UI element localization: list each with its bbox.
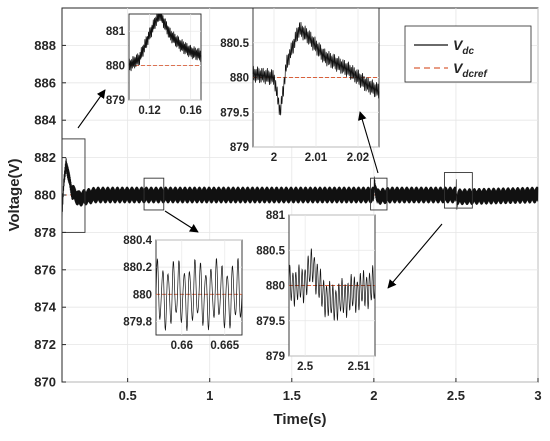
y-tick-label: 880 <box>34 188 56 203</box>
x-tick-label: 3 <box>534 388 541 403</box>
zoom-rect <box>143 177 165 211</box>
y-tick-label: 876 <box>34 262 56 277</box>
inset-inset4: 2.5 2.51 879 879.5 880 880.5 881 <box>256 210 376 373</box>
inset-y-tick-label: 879.8 <box>123 316 152 328</box>
inset-inset2: 2 2.01 2.02 879 879.5 880 880.5 <box>220 7 380 164</box>
y-tick-label: 878 <box>34 225 56 240</box>
zoom-rects <box>61 138 473 233</box>
y-axis-label: Voltage(V) <box>6 158 23 231</box>
inset-series <box>128 13 202 72</box>
y-tick-label: 872 <box>34 337 56 352</box>
inset-series <box>155 257 243 331</box>
legend-label-vdcref: Vdcref <box>453 60 488 80</box>
inset-y-tick-label: 880 <box>106 61 125 73</box>
zoom-rect <box>443 172 473 209</box>
inset-y-tick-label: 879 <box>106 95 125 107</box>
insets: 0.12 0.16 879 880 881 2 2.01 2.02 879 879.5 880 880… <box>106 7 380 373</box>
inset-x-tick-label: 0.66 <box>171 340 193 352</box>
x-tick-label: 1 <box>206 388 213 403</box>
inset-x-tick-label: 0.16 <box>180 105 202 117</box>
arrow-2 <box>164 210 199 233</box>
y-tick-label: 882 <box>34 150 56 165</box>
y-tick-label: 874 <box>34 300 56 315</box>
zoom-rect <box>370 177 388 211</box>
legend-label-vdc: Vdc <box>453 37 474 57</box>
inset-y-tick-label: 880.5 <box>220 38 249 50</box>
x-tick-label: 1.5 <box>283 388 301 403</box>
inset-x-tick-label: 2.5 <box>297 361 314 373</box>
inset-y-tick-label: 881 <box>266 210 286 222</box>
legend-box <box>404 25 532 83</box>
y-tick-label: 884 <box>34 113 56 128</box>
inset-y-tick-label: 879.5 <box>220 107 249 119</box>
inset-y-tick-label: 880 <box>230 73 249 85</box>
x-tick-label: 0.5 <box>119 388 137 403</box>
x-tick-label: 2.5 <box>447 388 465 403</box>
inset-x-tick-label: 2 <box>271 152 277 164</box>
x-axis: 0.5 1 1.5 2 2.5 3 <box>119 378 542 403</box>
x-tick-label: 2 <box>370 388 377 403</box>
inset-inset1: 0.12 0.16 879 880 881 <box>106 13 202 117</box>
inset-x-tick-label: 2.51 <box>348 361 371 373</box>
inset-y-tick-label: 879 <box>266 351 285 363</box>
arrow-4 <box>387 223 443 289</box>
inset-x-tick-label: 0.12 <box>138 105 160 117</box>
zoom-rect <box>61 138 86 233</box>
arrow-3 <box>358 111 379 174</box>
inset-y-tick-label: 881 <box>106 26 126 38</box>
inset-x-tick-label: 0.665 <box>210 340 239 352</box>
zoom-arrows <box>77 89 443 289</box>
y-tick-label: 886 <box>34 75 56 90</box>
series-vdc <box>61 157 539 219</box>
inset-y-tick-label: 880 <box>133 289 152 301</box>
inset-y-tick-label: 880.4 <box>123 235 152 247</box>
inset-x-tick-label: 2.02 <box>347 152 369 164</box>
inset-series <box>252 22 380 116</box>
y-axis: 870 872 874 876 878 880 882 884 886 888 <box>34 38 66 390</box>
y-tick-label: 888 <box>34 38 56 53</box>
inset-x-tick-label: 2.01 <box>305 152 328 164</box>
x-axis-label: Time(s) <box>273 411 326 428</box>
inset-y-tick-label: 879.5 <box>256 316 285 328</box>
inset-y-tick-label: 880.2 <box>123 262 152 274</box>
arrow-1 <box>77 89 106 129</box>
y-tick-label: 870 <box>34 375 56 390</box>
inset-inset3: 0.66 0.665 879.8 880 880.2 880.4 <box>123 235 243 352</box>
inset-y-tick-label: 880 <box>266 281 285 293</box>
main-series <box>61 157 539 219</box>
inset-series <box>288 248 376 321</box>
legend: Vdc Vdcref <box>404 25 532 83</box>
inset-y-tick-label: 880.5 <box>256 245 285 257</box>
inset-y-tick-label: 879 <box>230 142 249 154</box>
